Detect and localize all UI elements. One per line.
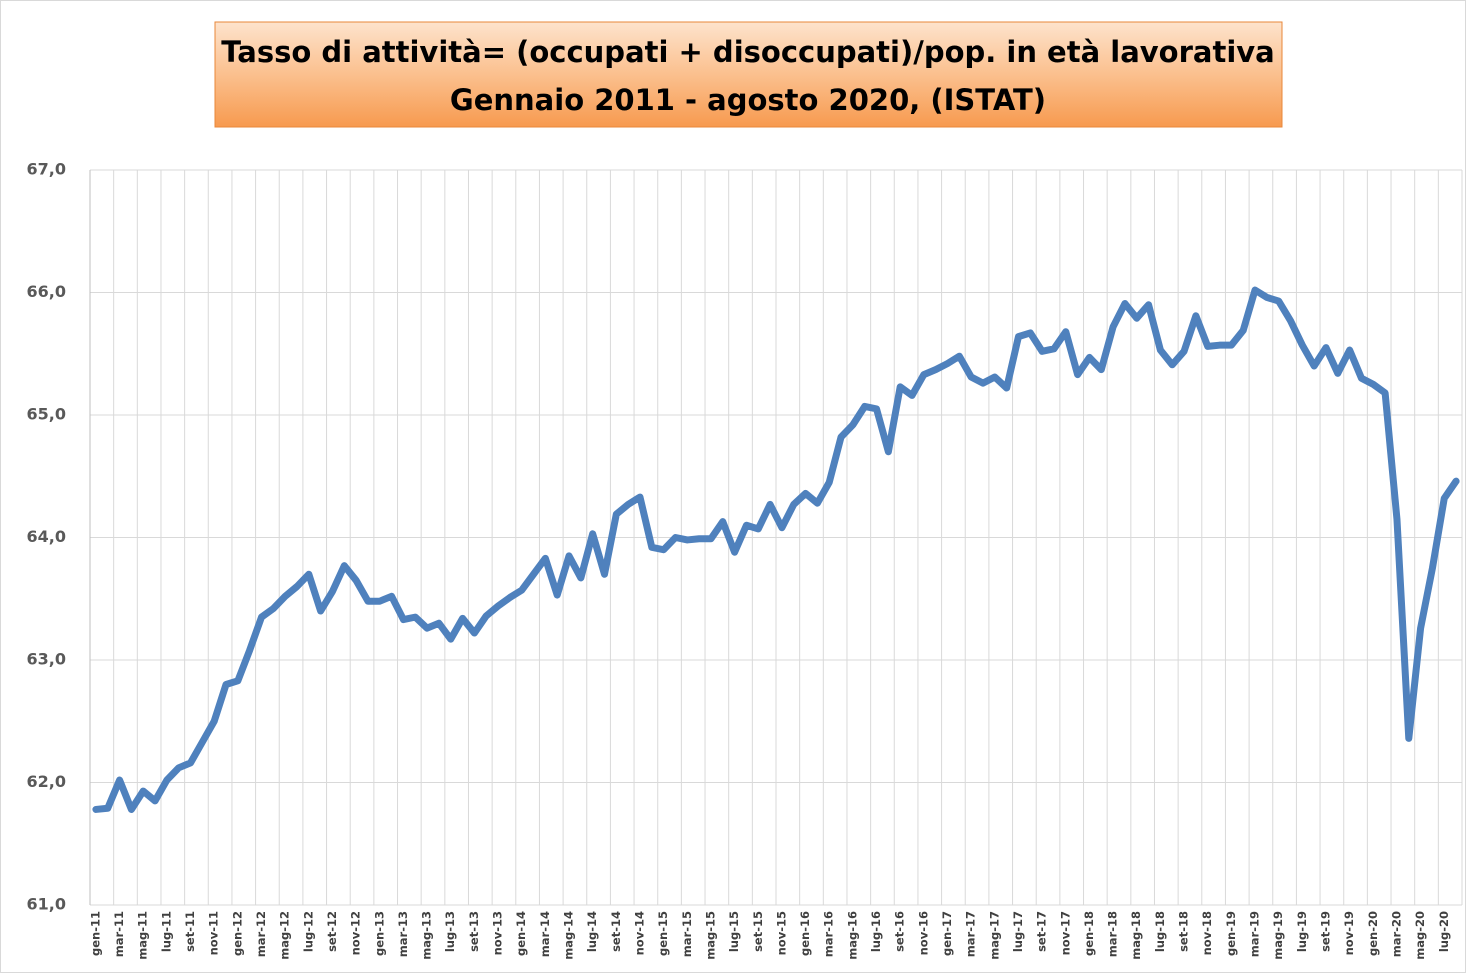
x-tick-label: gen-14 bbox=[514, 911, 528, 956]
x-tick-label: mag-16 bbox=[845, 911, 859, 960]
y-tick-label: 61,0 bbox=[27, 895, 66, 914]
x-tick-label: mar-19 bbox=[1248, 911, 1262, 957]
x-tick-label: set-16 bbox=[893, 911, 907, 952]
x-tick-label: mag-19 bbox=[1271, 911, 1285, 960]
x-tick-label: gen-20 bbox=[1366, 911, 1380, 956]
x-tick-label: nov-13 bbox=[491, 911, 505, 955]
x-tick-label: mag-17 bbox=[987, 911, 1001, 960]
x-tick-label: mar-11 bbox=[112, 911, 126, 957]
x-tick-label: set-14 bbox=[609, 911, 623, 952]
x-tick-label: mar-15 bbox=[680, 911, 694, 957]
x-tick-label: lug-16 bbox=[869, 911, 883, 952]
x-tick-label: lug-15 bbox=[727, 911, 741, 952]
grid bbox=[89, 169, 1463, 906]
y-tick-label: 62,0 bbox=[27, 772, 66, 791]
x-tick-label: lug-13 bbox=[443, 911, 457, 952]
x-tick-label: gen-12 bbox=[230, 911, 244, 956]
x-tick-label: mar-13 bbox=[396, 911, 410, 957]
x-tick-label: mag-14 bbox=[562, 911, 576, 960]
x-tick-label: gen-17 bbox=[940, 911, 954, 956]
x-tick-label: gen-16 bbox=[798, 911, 812, 956]
x-tick-label: mag-12 bbox=[278, 911, 292, 960]
x-tick-label: gen-11 bbox=[88, 911, 102, 956]
x-tick-label: mar-18 bbox=[1106, 911, 1120, 957]
x-tick-label: mar-17 bbox=[964, 911, 978, 957]
x-tick-label: mag-13 bbox=[420, 911, 434, 960]
x-tick-label: nov-19 bbox=[1342, 911, 1356, 955]
plot bbox=[92, 286, 1460, 813]
x-tick-label: set-12 bbox=[325, 911, 339, 952]
x-tick-label: mar-20 bbox=[1389, 911, 1403, 957]
x-tick-label: lug-17 bbox=[1011, 911, 1025, 952]
x-tick-label: lug-20 bbox=[1437, 911, 1451, 952]
x-tick-label: lug-11 bbox=[159, 911, 173, 952]
x-tick-label: mag-15 bbox=[703, 911, 717, 960]
x-tick-label: set-18 bbox=[1177, 911, 1191, 952]
y-tick-label: 65,0 bbox=[27, 405, 66, 424]
title-box bbox=[214, 21, 1283, 128]
x-tick-label: lug-19 bbox=[1295, 911, 1309, 952]
x-tick-label: nov-16 bbox=[916, 911, 930, 955]
x-tick-label: mar-14 bbox=[538, 911, 552, 957]
data-line bbox=[92, 286, 1460, 813]
y-tick-label: 63,0 bbox=[27, 650, 66, 669]
x-tick-label: lug-12 bbox=[301, 911, 315, 952]
x-tick-label: set-19 bbox=[1318, 911, 1332, 952]
x-tick-label: gen-13 bbox=[372, 911, 386, 956]
x-tick-label: gen-18 bbox=[1082, 911, 1096, 956]
chart-subtitle: Gennaio 2011 - agosto 2020, (ISTAT) bbox=[450, 83, 1046, 117]
x-tick-label: gen-15 bbox=[656, 911, 670, 956]
x-tick-label: lug-14 bbox=[585, 911, 599, 952]
x-tick-label: mar-16 bbox=[822, 911, 836, 957]
x-tick-label: set-15 bbox=[751, 911, 765, 952]
x-tick-label: mar-12 bbox=[254, 911, 268, 957]
x-tick-label: mag-20 bbox=[1413, 911, 1427, 960]
y-tick-label: 64,0 bbox=[27, 527, 66, 546]
x-tick-label: set-13 bbox=[467, 911, 481, 952]
chart-title: Tasso di attività= (occupati + disoccupa… bbox=[221, 35, 1275, 69]
x-tick-label: nov-17 bbox=[1058, 911, 1072, 955]
x-tick-label: nov-11 bbox=[207, 911, 221, 955]
x-tick-label: mag-11 bbox=[136, 911, 150, 960]
x-tick-label: nov-12 bbox=[349, 911, 363, 955]
x-tick-label: set-11 bbox=[183, 911, 197, 952]
x-tick-label: nov-15 bbox=[774, 911, 788, 955]
x-tick-label: nov-18 bbox=[1200, 911, 1214, 955]
x-tick-label: gen-19 bbox=[1224, 911, 1238, 956]
y-tick-label: 67,0 bbox=[27, 160, 66, 179]
x-tick-label: set-17 bbox=[1035, 911, 1049, 952]
x-tick-label: nov-14 bbox=[632, 911, 646, 955]
y-tick-label: 66,0 bbox=[27, 282, 66, 301]
x-tick-label: lug-18 bbox=[1153, 911, 1167, 952]
x-tick-label: mag-18 bbox=[1129, 911, 1143, 960]
